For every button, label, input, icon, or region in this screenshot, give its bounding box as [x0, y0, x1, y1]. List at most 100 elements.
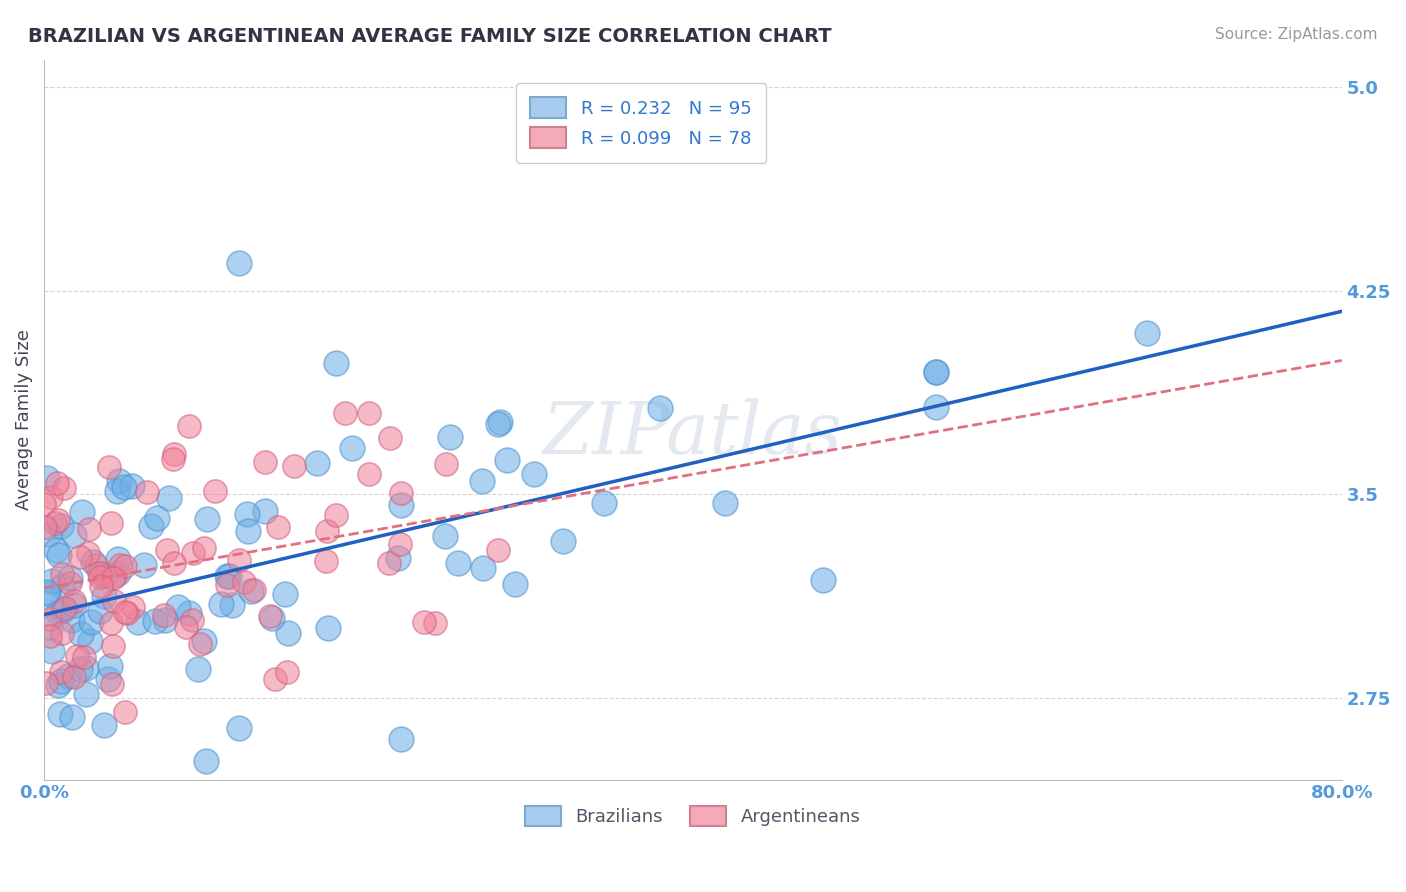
Point — [34, 497, 56, 511]
Point — [357, 467, 380, 482]
Point — [79, 523, 101, 537]
Point — [523, 467, 546, 481]
Point — [221, 598, 243, 612]
Point — [215, 568, 238, 582]
Point — [77, 546, 100, 560]
Point — [100, 615, 122, 630]
Point — [114, 558, 136, 573]
Point — [69, 662, 91, 676]
Point — [274, 586, 297, 600]
Point — [259, 609, 281, 624]
Point — [51, 579, 73, 593]
Point — [389, 486, 412, 500]
Point — [325, 356, 347, 370]
Point — [122, 599, 145, 614]
Point — [65, 649, 87, 664]
Point — [315, 554, 337, 568]
Point — [193, 541, 215, 556]
Point — [228, 256, 250, 270]
Point — [714, 496, 737, 510]
Point — [253, 504, 276, 518]
Point — [69, 550, 91, 565]
Point — [63, 598, 86, 612]
Point — [439, 430, 461, 444]
Point — [46, 678, 69, 692]
Point — [228, 721, 250, 735]
Point — [156, 542, 179, 557]
Point — [423, 616, 446, 631]
Point — [103, 594, 125, 608]
Point — [35, 584, 58, 599]
Point — [925, 365, 948, 379]
Point — [55, 601, 77, 615]
Point — [135, 484, 157, 499]
Point — [267, 520, 290, 534]
Point — [316, 621, 339, 635]
Point — [333, 406, 356, 420]
Point — [162, 451, 184, 466]
Point — [447, 556, 470, 570]
Point — [101, 676, 124, 690]
Text: ZIPatlas: ZIPatlas — [543, 399, 842, 469]
Point — [434, 457, 457, 471]
Point — [228, 553, 250, 567]
Point — [38, 612, 60, 626]
Point — [315, 524, 337, 538]
Point — [37, 587, 59, 601]
Point — [157, 491, 180, 505]
Point — [925, 401, 948, 415]
Point — [389, 731, 412, 746]
Point — [177, 606, 200, 620]
Point — [49, 519, 72, 533]
Point — [195, 512, 218, 526]
Point — [62, 798, 84, 813]
Point — [84, 558, 107, 572]
Point — [62, 527, 84, 541]
Point — [93, 718, 115, 732]
Point — [378, 431, 401, 445]
Point — [342, 442, 364, 456]
Point — [121, 479, 143, 493]
Point — [107, 566, 129, 580]
Point — [593, 496, 616, 510]
Point — [486, 417, 509, 431]
Point — [181, 546, 204, 560]
Point — [167, 599, 190, 614]
Point — [48, 548, 70, 562]
Point — [107, 475, 129, 489]
Point — [37, 471, 59, 485]
Point — [177, 419, 200, 434]
Point — [434, 529, 457, 543]
Point — [307, 456, 329, 470]
Point — [53, 481, 76, 495]
Point — [110, 558, 132, 573]
Point — [180, 614, 202, 628]
Point — [104, 569, 127, 583]
Point — [45, 476, 67, 491]
Point — [925, 365, 948, 379]
Point — [79, 634, 101, 648]
Point — [101, 571, 124, 585]
Point — [49, 674, 72, 689]
Point — [471, 561, 494, 575]
Point — [188, 637, 211, 651]
Y-axis label: Average Family Size: Average Family Size — [15, 329, 32, 510]
Point — [97, 672, 120, 686]
Point — [127, 615, 149, 629]
Point — [97, 459, 120, 474]
Point — [217, 578, 239, 592]
Point — [63, 670, 86, 684]
Point — [93, 590, 115, 604]
Point — [75, 661, 97, 675]
Point — [39, 629, 62, 643]
Point — [378, 556, 401, 570]
Point — [325, 508, 347, 523]
Point — [112, 480, 135, 494]
Point — [204, 483, 226, 498]
Point — [260, 611, 283, 625]
Point — [101, 639, 124, 653]
Point — [60, 710, 83, 724]
Point — [38, 526, 60, 541]
Point — [276, 665, 298, 680]
Point — [89, 570, 111, 584]
